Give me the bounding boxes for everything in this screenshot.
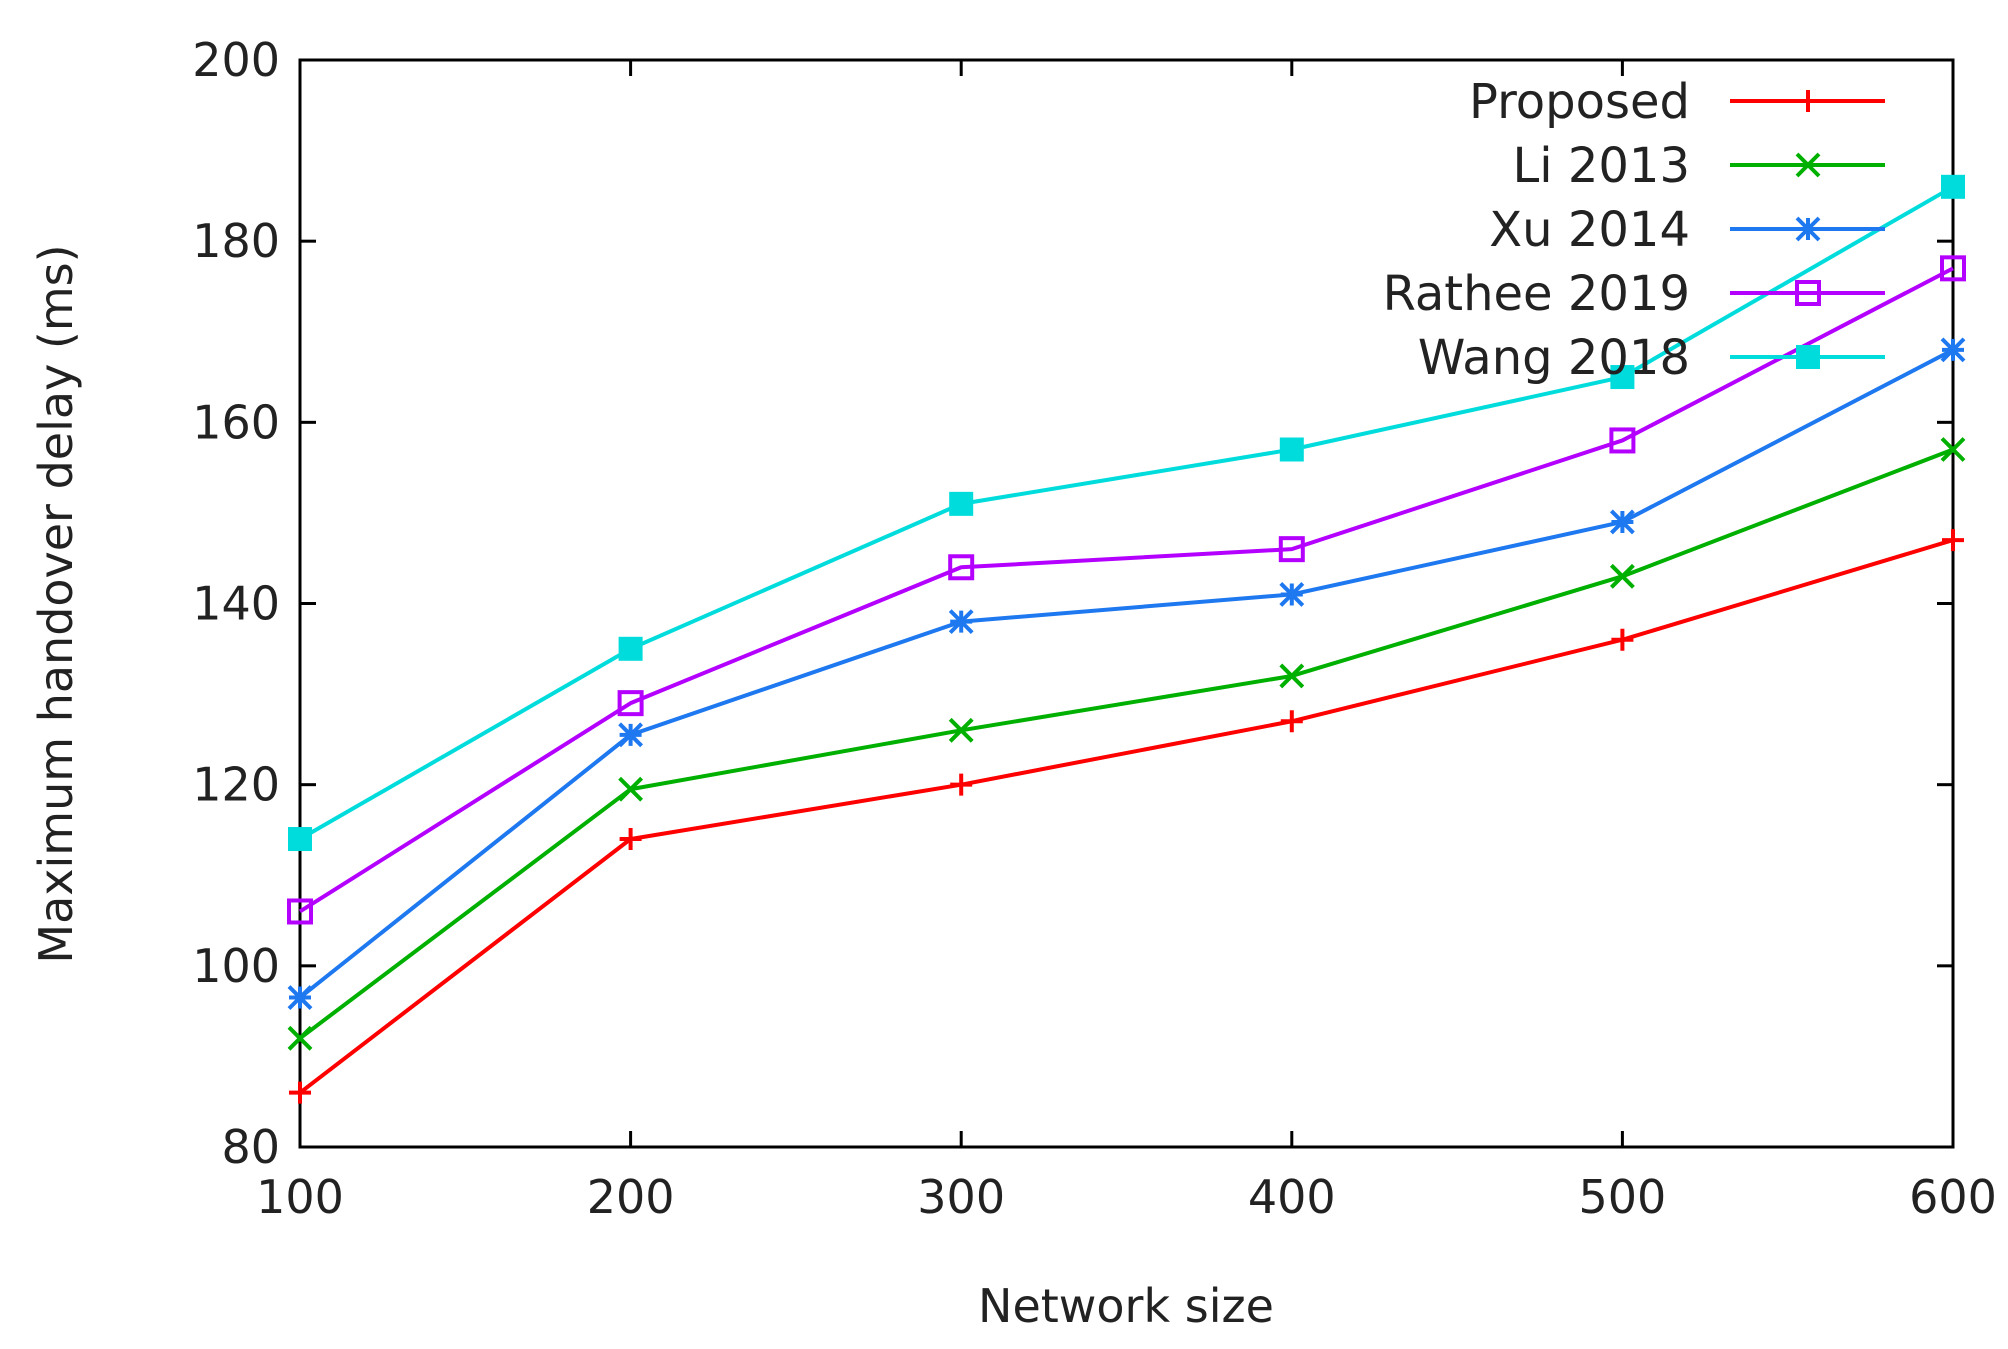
y-axis-title: Maximum handover delay (ms) — [29, 244, 83, 963]
y-axis: 80 100 120 140 160 180 200 — [192, 33, 1953, 1174]
x-tick-label: 600 — [1909, 1170, 1997, 1224]
data-point — [1941, 174, 1965, 199]
data-point — [287, 898, 313, 925]
data-point — [287, 1025, 313, 1051]
data-point — [1609, 427, 1636, 454]
data-point — [618, 636, 643, 661]
y-tick-label: 120 — [192, 758, 280, 812]
legend-marker — [1795, 216, 1821, 242]
legend: Proposed Li 2013 Xu 2014 Rathee 2019 Wang 20… — [1383, 74, 1885, 386]
legend-marker — [1795, 152, 1821, 178]
series-proposed — [289, 529, 1964, 1104]
legend-entry-wang-2018: Wang 2018 — [1418, 330, 1885, 386]
data-point — [289, 1081, 311, 1104]
data-point — [618, 776, 644, 802]
data-point — [948, 609, 974, 635]
data-point — [1611, 628, 1634, 651]
data-point — [1279, 437, 1304, 462]
x-tick-label: 500 — [1578, 1170, 1666, 1224]
y-tick-label: 140 — [192, 577, 280, 631]
series-line — [298, 266, 1954, 914]
series-line — [298, 447, 1954, 1040]
data-point — [617, 690, 644, 717]
legend-label: Rathee 2019 — [1383, 266, 1690, 322]
data-point — [618, 722, 644, 748]
legend-marker — [1795, 280, 1821, 306]
series-rathee-2019 — [287, 255, 1966, 925]
data-point — [1609, 509, 1635, 535]
data-point — [1278, 536, 1305, 563]
data-point — [1610, 365, 1635, 390]
series-line — [298, 538, 1954, 1095]
legend-entry-li-2013: Li 2013 — [1513, 138, 1885, 194]
x-tick-label: 300 — [917, 1170, 1005, 1224]
y-tick-label: 80 — [221, 1120, 280, 1174]
legend-marker — [1796, 345, 1820, 369]
x-axis-title: Network size — [978, 1279, 1274, 1333]
x-axis: 100 200 300 400 500 600 — [256, 60, 1997, 1224]
plot-area — [298, 58, 1955, 1149]
series-line — [299, 185, 1954, 841]
series-xu-2014 — [287, 337, 1966, 1010]
x-tick-label: 200 — [587, 1170, 675, 1224]
x-tick-label: 100 — [256, 1170, 344, 1224]
y-tick-label: 200 — [192, 33, 280, 87]
data-point — [1609, 563, 1635, 589]
data-point — [287, 985, 313, 1010]
x-tick-label: 400 — [1248, 1170, 1336, 1224]
y-tick-label: 100 — [192, 939, 280, 993]
series-li-2013 — [287, 437, 1966, 1051]
data-point — [1279, 663, 1305, 689]
data-point — [288, 827, 312, 852]
data-point — [948, 554, 975, 581]
legend-label: Xu 2014 — [1489, 202, 1690, 258]
data-point — [619, 828, 642, 851]
series-wang-2018 — [288, 174, 1965, 852]
data-point — [1280, 710, 1303, 733]
data-point — [1942, 529, 1964, 552]
data-point — [950, 773, 973, 796]
legend-label: Wang 2018 — [1418, 330, 1690, 386]
legend-entry-rathee-2019: Rathee 2019 — [1383, 266, 1885, 322]
y-tick-label: 180 — [192, 214, 280, 268]
data-point — [1940, 437, 1966, 462]
legend-entry-xu-2014: Xu 2014 — [1489, 202, 1885, 258]
legend-label: Proposed — [1469, 74, 1690, 130]
data-point — [1940, 337, 1966, 363]
data-point — [948, 717, 974, 743]
legend-label: Li 2013 — [1513, 138, 1691, 194]
series-lines — [287, 174, 1966, 1104]
y-tick-label: 160 — [192, 395, 280, 449]
data-point — [1940, 255, 1966, 282]
legend-marker — [1797, 90, 1819, 112]
data-point — [949, 491, 974, 516]
legend-entry-proposed: Proposed — [1469, 74, 1885, 130]
data-point — [1279, 582, 1305, 607]
series-line — [298, 348, 1954, 1000]
